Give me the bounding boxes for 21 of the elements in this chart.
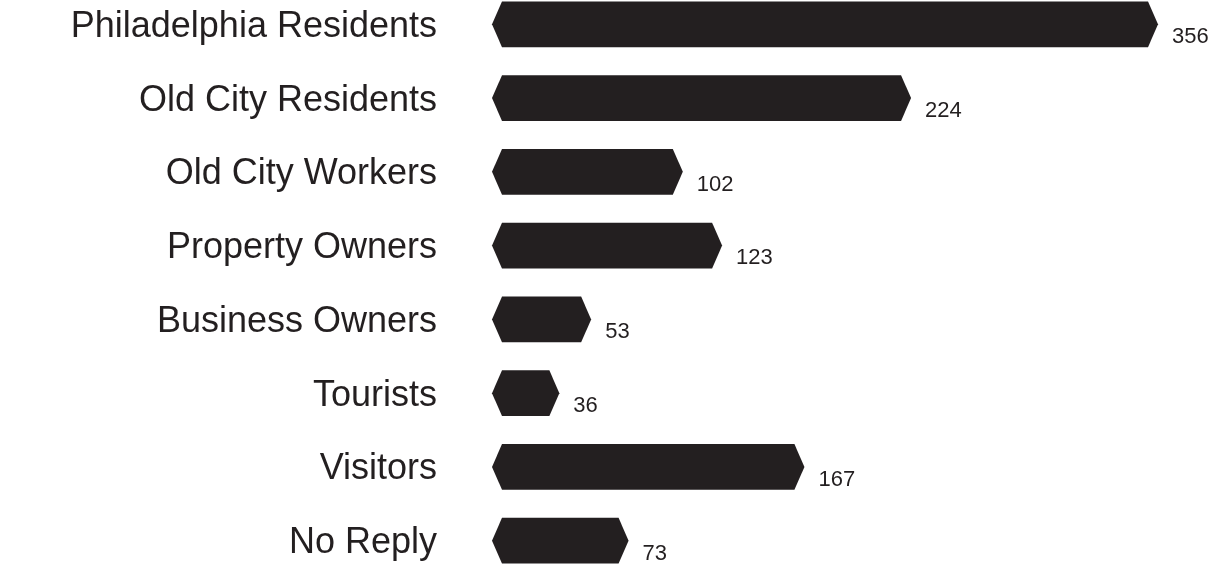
- bar: [492, 75, 912, 121]
- y-tick-label: Philadelphia Residents: [70, 3, 437, 45]
- bar: [492, 1, 1158, 48]
- data-label: 102: [696, 170, 734, 196]
- y-tick-label: Old City Residents: [138, 77, 437, 119]
- bar: [492, 222, 723, 269]
- y-tick-label: No Reply: [288, 520, 437, 562]
- y-tick-label: Business Owners: [156, 298, 437, 340]
- y-tick-label: Old City Workers: [165, 151, 437, 193]
- y-tick-label: Visitors: [319, 446, 437, 488]
- data-label: 356: [1172, 23, 1209, 49]
- y-tick-label: Tourists: [312, 372, 437, 414]
- data-label: 167: [818, 465, 856, 491]
- data-label: 53: [605, 318, 630, 344]
- y-tick-label: Property Owners: [166, 225, 437, 267]
- bar: [492, 444, 805, 490]
- bar: [492, 148, 683, 195]
- data-label: 36: [573, 392, 598, 418]
- data-label: 224: [925, 96, 962, 122]
- data-label: 123: [736, 244, 773, 270]
- data-label: 73: [642, 539, 668, 565]
